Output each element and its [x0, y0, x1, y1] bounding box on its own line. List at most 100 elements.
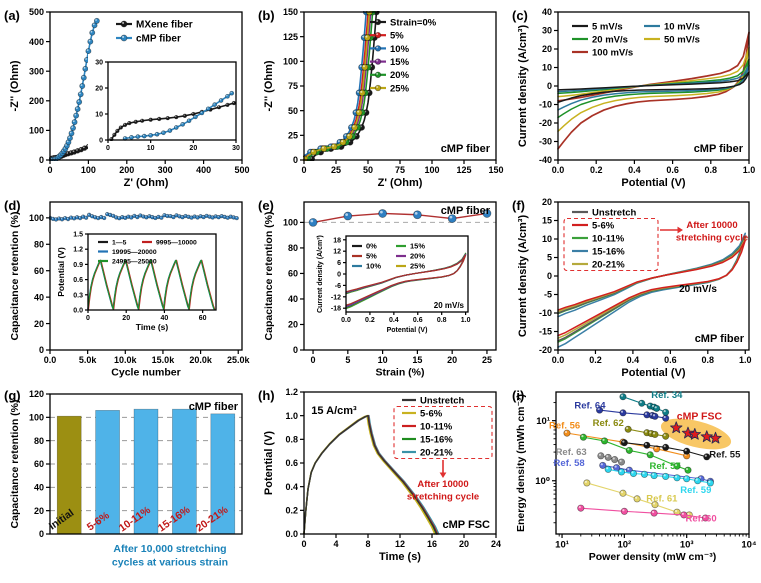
chart-i: 10¹ 10² 10³ 10⁴ 10⁰ 10¹ Power density (mW cm⁻³… — [512, 388, 757, 563]
svg-text:0.6: 0.6 — [413, 317, 423, 324]
svg-text:0: 0 — [311, 355, 316, 365]
svg-text:Capacitance retention (%): Capacitance retention (%) — [9, 400, 21, 529]
svg-text:24: 24 — [491, 539, 501, 549]
svg-text:stretching cycle: stretching cycle — [676, 233, 748, 244]
svg-text:500: 500 — [234, 165, 249, 175]
svg-text:0.0: 0.0 — [552, 165, 565, 175]
svg-text:60: 60 — [288, 269, 298, 279]
svg-text:-10: -10 — [539, 308, 552, 318]
chart-h: 0 4 8 12 16 20 24 0.0 0.2 0.4 0.6 0.8 1.0 1.2 Time (s)… — [258, 387, 501, 563]
svg-text:-15: -15 — [539, 327, 552, 337]
svg-text:25: 25 — [331, 165, 341, 175]
svg-text:(b): (b) — [258, 8, 275, 23]
chart-c: 0.0 0.2 0.4 0.6 0.8 1.0 -40 -30 -20 -10 0 10 20 30 40 P… — [512, 7, 755, 189]
svg-text:40: 40 — [34, 483, 44, 493]
panel-c-chart: 0.0 0.2 0.4 0.6 0.8 1.0 -40 -30 -20 -10 0 10 20 30 40 P… — [512, 7, 755, 189]
svg-text:0.3: 0.3 — [73, 292, 83, 299]
svg-text:20: 20 — [288, 320, 298, 330]
svg-text:10%: 10% — [366, 262, 381, 271]
svg-text:Ref. 62: Ref. 62 — [593, 418, 624, 429]
svg-text:0.0: 0.0 — [552, 355, 565, 365]
svg-text:5%: 5% — [390, 31, 404, 42]
svg-text:15%: 15% — [410, 242, 425, 251]
panel-d-chart: 0.0 5.0k 10.0k 15.0k 20.0k 25.0k 0 20 40 60 80 100 C… — [4, 198, 250, 379]
svg-text:5.0k: 5.0k — [79, 355, 98, 365]
svg-text:0: 0 — [86, 315, 90, 322]
panel-c-cv-scan-rates: 0.0 0.2 0.4 0.6 0.8 1.0 -40 -30 -20 -10 0 10 20 30 40 P… — [508, 0, 761, 190]
svg-text:Potential (V): Potential (V) — [621, 177, 686, 189]
svg-text:0.0: 0.0 — [341, 317, 351, 324]
series-cycles 9995-10000 — [88, 259, 216, 310]
svg-text:100 mV/s: 100 mV/s — [592, 47, 633, 58]
svg-text:15.0k: 15.0k — [152, 355, 176, 365]
svg-text:Z' (Ohm): Z' (Ohm) — [124, 177, 169, 189]
svg-text:5: 5 — [547, 253, 552, 263]
svg-text:0: 0 — [547, 81, 552, 91]
series-20-21% — [557, 237, 746, 339]
svg-text:40: 40 — [34, 292, 44, 302]
svg-text:40: 40 — [161, 315, 169, 322]
svg-text:10³: 10³ — [680, 540, 694, 551]
series-cMP FSC — [670, 421, 722, 444]
svg-text:10.0k: 10.0k — [114, 355, 138, 365]
svg-text:cycles at various strain: cycles at various strain — [112, 557, 228, 569]
svg-text:24995—25000: 24995—25000 — [112, 258, 157, 265]
svg-text:0.4: 0.4 — [389, 317, 399, 324]
series-Ref. 55 — [620, 439, 711, 461]
svg-text:400: 400 — [29, 37, 44, 47]
panel-g-chart: 0 20 40 60 80 100 120 Capacitance retention (%)… — [4, 388, 243, 569]
svg-text:5%: 5% — [366, 252, 377, 261]
svg-text:80: 80 — [34, 240, 44, 250]
svg-text:19995—20000: 19995—20000 — [112, 249, 157, 256]
svg-text:4: 4 — [333, 539, 338, 549]
svg-text:5 mV/s: 5 mV/s — [592, 21, 623, 32]
svg-text:Capacitance retention (%): Capacitance retention (%) — [263, 212, 275, 341]
svg-text:20: 20 — [447, 355, 457, 365]
svg-text:(a): (a) — [4, 8, 20, 23]
panel-f-chart: 0.0 0.2 0.4 0.6 0.8 1.0 -20 -15 -10 -5 0 5 10 15 20 Pot… — [512, 197, 752, 379]
svg-text:40: 40 — [542, 7, 552, 17]
svg-text:400: 400 — [196, 165, 211, 175]
series-10% — [303, 11, 370, 161]
svg-text:500: 500 — [29, 7, 44, 17]
svg-text:25%: 25% — [410, 262, 425, 271]
svg-text:0.6: 0.6 — [73, 277, 83, 284]
svg-text:12: 12 — [395, 539, 405, 549]
svg-text:Energy density (mWh cm⁻³): Energy density (mWh cm⁻³) — [515, 394, 527, 532]
series-cycles 24995-25000 — [87, 259, 215, 310]
svg-text:-5: -5 — [544, 290, 552, 300]
svg-text:10: 10 — [147, 145, 155, 152]
svg-text:1.0: 1.0 — [285, 411, 298, 421]
svg-text:20: 20 — [542, 44, 552, 54]
svg-text:0: 0 — [39, 345, 44, 355]
svg-text:-Z'' (Ohm): -Z'' (Ohm) — [263, 60, 275, 111]
svg-text:(h): (h) — [258, 388, 275, 403]
svg-text:Strain (%): Strain (%) — [375, 367, 424, 379]
panel-h-gcd-curves: 0 4 8 12 16 20 24 0.0 0.2 0.4 0.6 0.8 1.0 1.2 Time (s)… — [254, 380, 508, 583]
svg-text:18: 18 — [333, 237, 341, 244]
svg-text:0: 0 — [293, 155, 298, 165]
svg-text:10: 10 — [542, 63, 552, 73]
svg-text:30: 30 — [95, 60, 103, 67]
svg-text:1.0: 1.0 — [739, 355, 752, 365]
svg-text:(i): (i) — [512, 388, 524, 403]
svg-text:100: 100 — [81, 165, 96, 175]
svg-text:0: 0 — [301, 165, 306, 175]
svg-text:10: 10 — [378, 355, 388, 365]
svg-text:After 10000: After 10000 — [417, 479, 468, 490]
svg-text:1.5: 1.5 — [73, 232, 83, 239]
svg-text:9995—10000: 9995—10000 — [156, 239, 197, 246]
svg-text:Ref. 55: Ref. 55 — [709, 449, 741, 460]
svg-text:Ref. 61: Ref. 61 — [646, 494, 678, 505]
svg-text:100: 100 — [29, 413, 44, 423]
series-100 mV/s — [557, 31, 750, 150]
svg-text:1—5: 1—5 — [112, 239, 127, 246]
svg-text:Ref. 64: Ref. 64 — [574, 400, 606, 411]
svg-text:Cycle number: Cycle number — [111, 367, 180, 379]
svg-text:10²: 10² — [617, 540, 631, 551]
svg-text:0: 0 — [47, 165, 52, 175]
svg-text:cMP fiber: cMP fiber — [441, 205, 491, 217]
svg-text:0: 0 — [547, 271, 552, 281]
